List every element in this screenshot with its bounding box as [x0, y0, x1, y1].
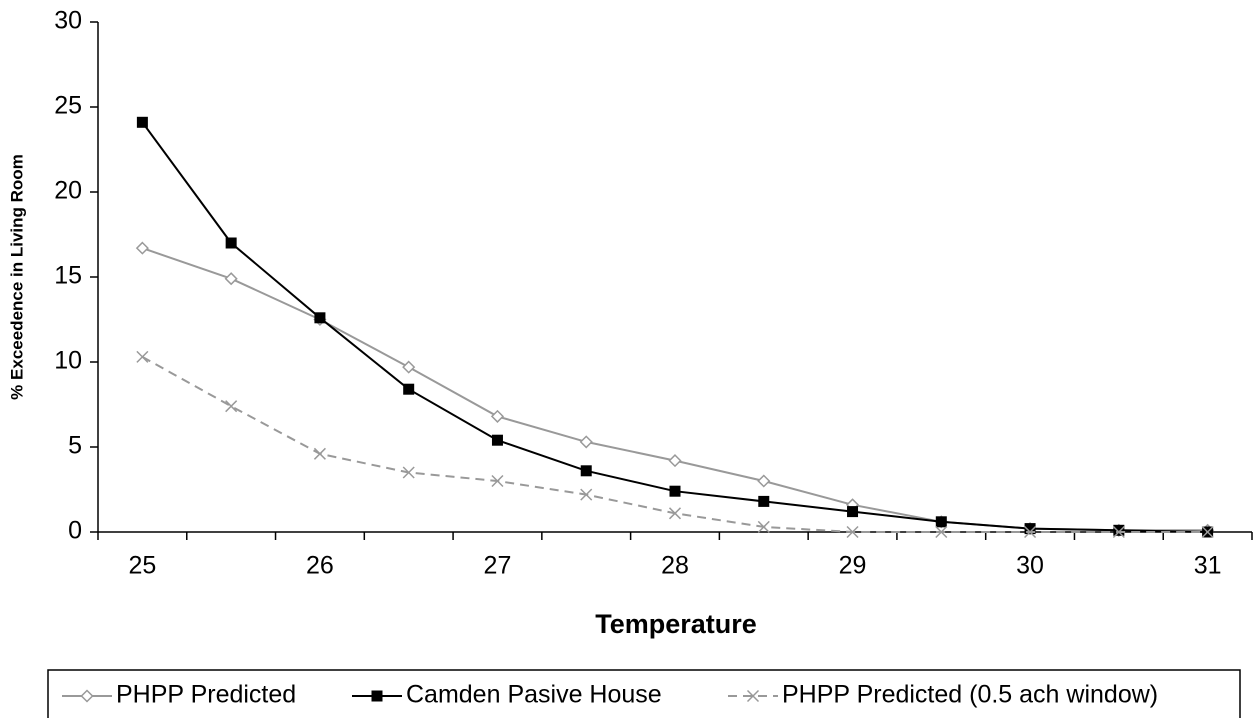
point	[135, 241, 149, 255]
x-tick-label: 29	[839, 552, 867, 580]
point	[1201, 525, 1214, 539]
series-line	[141, 121, 1208, 533]
point	[224, 272, 238, 286]
point	[579, 435, 593, 449]
legend-label: PHPP Predicted	[116, 681, 296, 709]
point	[935, 525, 948, 539]
point	[314, 312, 326, 324]
y-tick-label: 15	[54, 262, 82, 290]
point	[580, 465, 592, 477]
x-tick-label: 26	[306, 552, 334, 580]
point	[491, 474, 504, 488]
point	[669, 485, 681, 497]
point	[225, 237, 237, 249]
point	[757, 474, 771, 488]
point	[403, 383, 415, 395]
y-tick-label: 30	[54, 7, 82, 35]
x-tick-label: 30	[1016, 552, 1044, 580]
x-tick-label: 28	[661, 552, 689, 580]
y-axis-label: % Exceedence in Living Room	[7, 154, 26, 400]
x-tick-label: 27	[484, 552, 512, 580]
legend-label: PHPP Predicted (0.5 ach window)	[782, 681, 1158, 709]
point	[136, 116, 148, 128]
x-tick-label: 25	[128, 552, 156, 580]
x-tick-label: 31	[1194, 552, 1222, 580]
y-tick-label: 10	[54, 347, 82, 375]
point	[846, 525, 859, 539]
point	[757, 520, 770, 533]
point	[490, 409, 505, 423]
y-tick-label: 5	[68, 432, 82, 460]
point	[758, 495, 770, 507]
point	[1024, 525, 1037, 539]
y-tick-label: 0	[68, 517, 82, 545]
point	[668, 454, 682, 468]
legend-label: Camden Pasive House	[406, 681, 662, 709]
point	[668, 507, 682, 520]
point	[313, 447, 326, 460]
point	[935, 516, 947, 528]
legend-marker	[746, 689, 760, 703]
legend-box	[47, 669, 1241, 718]
x-axis-label: Temperature	[595, 609, 757, 639]
y-tick-label: 20	[54, 177, 82, 205]
y-tick-label: 25	[54, 92, 82, 120]
point	[1024, 523, 1036, 535]
point	[1112, 525, 1125, 539]
point	[580, 488, 593, 501]
point	[402, 466, 415, 479]
point	[402, 360, 416, 374]
point	[225, 400, 238, 413]
point	[847, 506, 859, 518]
legend-marker	[80, 689, 94, 703]
series-line	[141, 356, 1208, 533]
point	[1113, 524, 1125, 536]
legend-marker	[371, 690, 383, 702]
point	[136, 350, 149, 363]
point	[491, 434, 503, 446]
